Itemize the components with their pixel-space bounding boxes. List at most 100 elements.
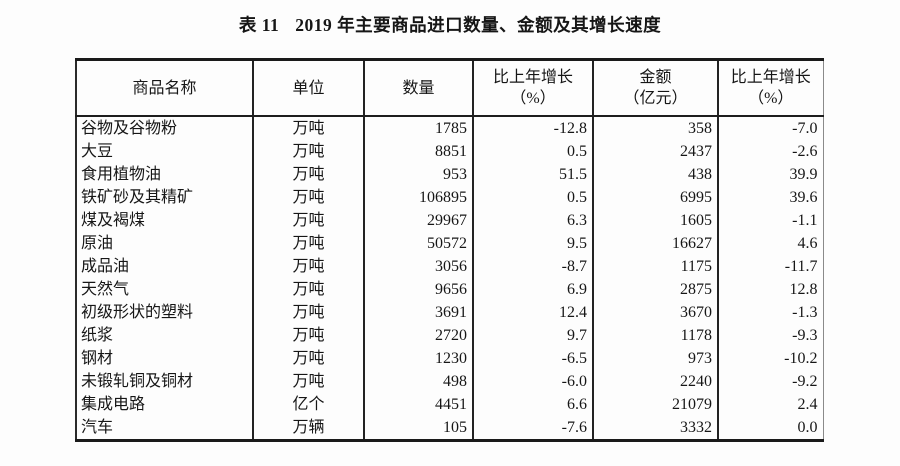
quantity-cell: 2720: [363, 324, 473, 347]
quantity-growth-cell: 6.6: [472, 393, 593, 416]
unit-cell: 亿个: [252, 393, 364, 416]
table-row: 集成电路 亿个 4451 6.6 21079 2.4: [76, 393, 823, 416]
col-header-label: 单位: [292, 79, 325, 97]
quantity-growth-cell: 12.4: [472, 301, 593, 324]
quantity-cell: 29967: [363, 209, 473, 232]
col-header-sublabel: （%）: [748, 90, 794, 107]
value-cell: 16627: [592, 232, 718, 255]
quantity-cell: 106895: [363, 186, 473, 209]
quantity-growth-cell: -8.7: [472, 255, 593, 278]
col-header-sublabel: （亿元）: [623, 90, 688, 107]
col-header-label: 比上年增长: [492, 69, 573, 86]
quantity-growth-cell: -6.5: [472, 347, 593, 370]
col-header-quantity: 数量: [363, 59, 473, 117]
import-commodities-table: 商品名称 单位 数量 比上年增长 （%） 金额 （亿元）: [75, 58, 824, 442]
commodity-name-cell: 初级形状的塑料: [81, 304, 194, 321]
value-cell: 3670: [592, 301, 718, 324]
unit-cell: 万吨: [252, 370, 364, 393]
value-cell: 1175: [592, 255, 718, 278]
quantity-growth-cell: 9.7: [472, 324, 593, 347]
quantity-cell: 498: [363, 370, 473, 393]
col-header-value-growth: 比上年增长 （%）: [717, 59, 823, 117]
value-growth-cell: 0.0: [717, 416, 823, 441]
value-growth-cell: -7.0: [717, 116, 823, 140]
unit-cell: 万吨: [252, 278, 364, 301]
quantity-growth-cell: 6.9: [472, 278, 593, 301]
commodity-name-cell: 纸浆: [81, 327, 114, 344]
commodity-name-cell: 成品油: [81, 258, 130, 275]
unit-cell: 万吨: [252, 186, 364, 209]
value-growth-cell: 4.6: [717, 232, 823, 255]
table-title: 表 11 2019 年主要商品进口数量、金额及其增长速度: [0, 12, 900, 37]
unit-cell: 万吨: [252, 209, 364, 232]
quantity-cell: 3691: [363, 301, 473, 324]
quantity-cell: 105: [363, 416, 473, 441]
quantity-growth-cell: 6.3: [472, 209, 593, 232]
col-header-sublabel: （%）: [510, 90, 556, 107]
value-growth-cell: -11.7: [717, 255, 823, 278]
table-row: 原油 万吨 50572 9.5 16627 4.6: [76, 232, 823, 255]
value-cell: 6995: [592, 186, 718, 209]
col-header-value: 金额 （亿元）: [592, 59, 718, 117]
quantity-growth-cell: -12.8: [472, 116, 593, 140]
unit-cell: 万吨: [252, 163, 364, 186]
value-cell: 2437: [592, 140, 718, 163]
header-row: 商品名称 单位 数量 比上年增长 （%） 金额 （亿元）: [76, 59, 823, 117]
value-cell: 2875: [592, 278, 718, 301]
table-row: 铁矿砂及其精矿 万吨 106895 0.5 6995 39.6: [76, 186, 823, 209]
col-header-label: 比上年增长: [730, 69, 811, 86]
value-growth-cell: 2.4: [717, 393, 823, 416]
quantity-cell: 4451: [363, 393, 473, 416]
quantity-cell: 3056: [363, 255, 473, 278]
quantity-growth-cell: 9.5: [472, 232, 593, 255]
quantity-cell: 1785: [363, 116, 473, 140]
table-row: 未锻轧铜及铜材 万吨 498 -6.0 2240 -9.2: [76, 370, 823, 393]
value-cell: 973: [592, 347, 718, 370]
value-cell: 3332: [592, 416, 718, 441]
table-title-text: 2019 年主要商品进口数量、金额及其增长速度: [295, 15, 662, 35]
unit-cell: 万吨: [252, 347, 364, 370]
value-growth-cell: 12.8: [717, 278, 823, 301]
quantity-cell: 50572: [363, 232, 473, 255]
unit-cell: 万吨: [252, 255, 364, 278]
table-row: 初级形状的塑料 万吨 3691 12.4 3670 -1.3: [76, 301, 823, 324]
commodity-name-cell: 谷物及谷物粉: [81, 120, 178, 137]
commodity-name-cell: 未锻轧铜及铜材: [81, 373, 194, 390]
table-row: 煤及褐煤 万吨 29967 6.3 1605 -1.1: [76, 209, 823, 232]
unit-cell: 万吨: [252, 116, 364, 140]
commodity-name-cell: 钢材: [81, 350, 114, 367]
value-cell: 358: [592, 116, 718, 140]
commodity-name-cell: 大豆: [81, 143, 114, 160]
col-header-quantity-growth: 比上年增长 （%）: [472, 59, 593, 117]
table-row: 天然气 万吨 9656 6.9 2875 12.8: [76, 278, 823, 301]
commodity-name-cell: 食用植物油: [81, 166, 162, 183]
col-header-label: 数量: [402, 79, 435, 97]
col-header-commodity-name: 商品名称: [76, 59, 253, 117]
unit-cell: 万吨: [252, 301, 364, 324]
table-row: 汽车 万辆 105 -7.6 3332 0.0: [76, 416, 823, 441]
quantity-growth-cell: -7.6: [472, 416, 593, 441]
value-growth-cell: 39.6: [717, 186, 823, 209]
col-header-unit: 单位: [252, 59, 364, 117]
quantity-cell: 1230: [363, 347, 473, 370]
commodity-name-cell: 汽车: [81, 419, 114, 436]
value-cell: 1605: [592, 209, 718, 232]
table-row: 钢材 万吨 1230 -6.5 973 -10.2: [76, 347, 823, 370]
value-cell: 438: [592, 163, 718, 186]
value-cell: 21079: [592, 393, 718, 416]
quantity-growth-cell: 0.5: [472, 186, 593, 209]
commodity-name-cell: 煤及褐煤: [81, 212, 146, 229]
table-row: 大豆 万吨 8851 0.5 2437 -2.6: [76, 140, 823, 163]
unit-cell: 万吨: [252, 140, 364, 163]
unit-cell: 万吨: [252, 324, 364, 347]
table-body: 谷物及谷物粉 万吨 1785 -12.8 358 -7.0 大豆 万吨 8851 0.5 2437-…: [76, 116, 823, 441]
quantity-growth-cell: 0.5: [472, 140, 593, 163]
value-growth-cell: -2.6: [717, 140, 823, 163]
table-number: 表 11: [238, 15, 280, 35]
table-row: 成品油 万吨 3056 -8.7 1175 -11.7: [76, 255, 823, 278]
value-growth-cell: -10.2: [717, 347, 823, 370]
value-cell: 2240: [592, 370, 718, 393]
col-header-label: 商品名称: [132, 79, 197, 97]
commodity-name-cell: 天然气: [81, 281, 130, 298]
value-growth-cell: -9.2: [717, 370, 823, 393]
